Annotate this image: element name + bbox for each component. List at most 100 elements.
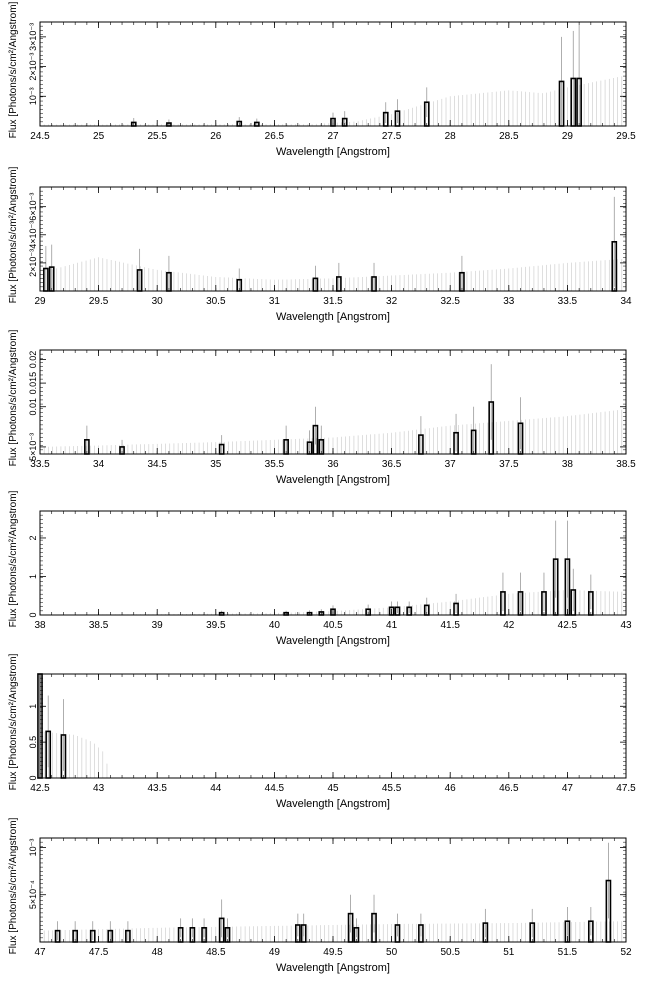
x-tick-label: 52 [620, 947, 632, 958]
x-tick-label: 41 [386, 620, 398, 631]
x-tick-label: 48 [152, 947, 164, 958]
y-tick-label: 0.015 [28, 372, 38, 395]
y-axis-label: Flux [Photons/s/cm²/Angstrom] [8, 653, 19, 790]
x-tick-label: 50 [386, 947, 398, 958]
y-tick-label: 3×10⁻³ [28, 23, 38, 51]
x-tick-label: 51.5 [558, 947, 578, 958]
x-tick-label: 28 [445, 131, 457, 142]
y-axis-label: Flux [Photons/s/cm²/Angstrom] [8, 329, 19, 466]
x-tick-label: 29 [562, 131, 574, 142]
x-tick-label: 36.5 [382, 459, 402, 470]
y-tick-label: 5×10⁻³ [28, 433, 38, 461]
x-tick-label: 28.5 [499, 131, 519, 142]
y-tick-label: 6×10⁻³ [28, 193, 38, 221]
x-tick-label: 31.5 [323, 296, 343, 307]
x-tick-label: 50.5 [440, 947, 460, 958]
x-tick-label: 27 [327, 131, 339, 142]
x-tick-label: 29.5 [89, 296, 109, 307]
y-tick-label: 4×10⁻³ [28, 221, 38, 249]
plot-frame [39, 673, 627, 779]
x-tick-label: 34.5 [147, 459, 167, 470]
x-tick-label: 48.5 [206, 947, 226, 958]
x-tick-label: 25.5 [147, 131, 167, 142]
y-tick-label: 0 [28, 775, 38, 780]
x-tick-label: 46 [445, 783, 457, 794]
x-tick-label: 33.5 [558, 296, 578, 307]
x-axis-label: Wavelength [Angstrom] [276, 311, 390, 323]
y-tick-label: 10⁻³ [28, 839, 38, 857]
x-tick-label: 30 [152, 296, 164, 307]
x-axis-label: Wavelength [Angstrom] [276, 474, 390, 486]
x-tick-label: 34 [93, 459, 105, 470]
chart-panel-1: 24.5 25 25.5 26 26.5 27 27.5 28 28.5 29 29.5 10⁻³ 2×… [8, 1, 636, 158]
x-tick-label: 47.5 [616, 783, 636, 794]
x-tick-label: 47 [562, 783, 574, 794]
model-band [39, 257, 627, 291]
x-tick-label: 31 [269, 296, 281, 307]
x-tick-label: 47.5 [89, 947, 109, 958]
chart-panel-4: 38 38.5 39 39.5 40 40.5 41 41.5 42 42.5 43 0 1 2 Wavel… [8, 490, 632, 647]
x-tick-label: 43 [93, 783, 105, 794]
x-tick-label: 26 [210, 131, 222, 142]
y-axis-label: Flux [Photons/s/cm²/Angstrom] [8, 1, 19, 138]
x-tick-label: 32 [386, 296, 398, 307]
chart-panel-2: 29 29.5 30 30.5 31 31.5 32 32.5 33 33.5 34 2×10⁻³4×… [8, 166, 632, 323]
x-tick-label: 43.5 [147, 783, 167, 794]
y-axis-label: Flux [Photons/s/cm²/Angstrom] [8, 490, 19, 627]
y-tick-label: 5×10⁻⁴ [28, 880, 38, 909]
x-tick-label: 38.5 [616, 459, 636, 470]
y-tick-label: 10⁻³ [28, 87, 38, 105]
x-tick-label: 32.5 [440, 296, 460, 307]
x-axis-label: Wavelength [Angstrom] [276, 146, 390, 158]
x-tick-label: 37.5 [499, 459, 519, 470]
x-tick-label: 51 [503, 947, 515, 958]
x-tick-label: 26.5 [265, 131, 285, 142]
y-tick-label: 0.02 [28, 351, 38, 369]
x-tick-label: 33 [503, 296, 515, 307]
model-band [39, 409, 627, 454]
x-tick-label: 37 [445, 459, 457, 470]
x-tick-label: 38.5 [89, 620, 109, 631]
x-tick-label: 45 [327, 783, 339, 794]
x-tick-label: 35.5 [265, 459, 285, 470]
model-band [39, 731, 108, 778]
y-tick-label: 2×10⁻³ [28, 249, 38, 277]
x-tick-label: 42.5 [558, 620, 578, 631]
x-axis-label: Wavelength [Angstrom] [276, 798, 390, 810]
x-tick-label: 45.5 [382, 783, 402, 794]
x-tick-label: 41.5 [440, 620, 460, 631]
chart-panel-5: 42.5 43 43.5 44 44.5 45 45.5 46 46.5 47 47.5 0 0.5 1 W… [8, 653, 636, 810]
x-tick-label: 46.5 [499, 783, 519, 794]
x-tick-label: 42.5 [30, 783, 50, 794]
x-tick-label: 33.5 [30, 459, 50, 470]
x-axis-label: Wavelength [Angstrom] [276, 635, 390, 647]
x-tick-label: 49.5 [323, 947, 343, 958]
y-tick-label: 1 [28, 704, 38, 709]
x-tick-label: 44 [210, 783, 222, 794]
x-tick-label: 38 [562, 459, 574, 470]
y-axis-label: Flux [Photons/s/cm²/Angstrom] [8, 817, 19, 954]
x-tick-label: 27.5 [382, 131, 402, 142]
x-tick-label: 40.5 [323, 620, 343, 631]
x-tick-label: 39.5 [206, 620, 226, 631]
x-tick-label: 43 [620, 620, 632, 631]
x-tick-label: 29 [34, 296, 46, 307]
x-tick-label: 25 [93, 131, 105, 142]
y-tick-label: 2×10⁻³ [28, 53, 38, 81]
chart-panel-3: 33.5 34 34.5 35 35.5 36 36.5 37 37.5 38 38.5 5×10⁻³… [8, 329, 636, 486]
x-tick-label: 44.5 [265, 783, 285, 794]
x-tick-label: 42 [503, 620, 515, 631]
x-tick-label: 30.5 [206, 296, 226, 307]
x-tick-label: 29.5 [616, 131, 636, 142]
x-tick-label: 34 [620, 296, 632, 307]
x-tick-label: 36 [327, 459, 339, 470]
y-tick-label: 0.01 [28, 398, 38, 416]
y-tick-label: 0.5 [28, 736, 38, 749]
x-tick-label: 35 [210, 459, 222, 470]
y-tick-label: 0 [28, 612, 38, 617]
x-tick-label: 47 [34, 947, 46, 958]
x-tick-label: 38 [34, 620, 46, 631]
x-tick-label: 40 [269, 620, 281, 631]
